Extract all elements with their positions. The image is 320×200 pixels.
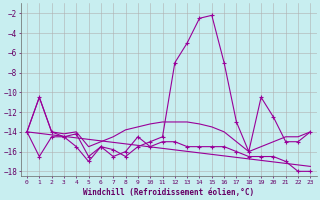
X-axis label: Windchill (Refroidissement éolien,°C): Windchill (Refroidissement éolien,°C): [83, 188, 254, 197]
